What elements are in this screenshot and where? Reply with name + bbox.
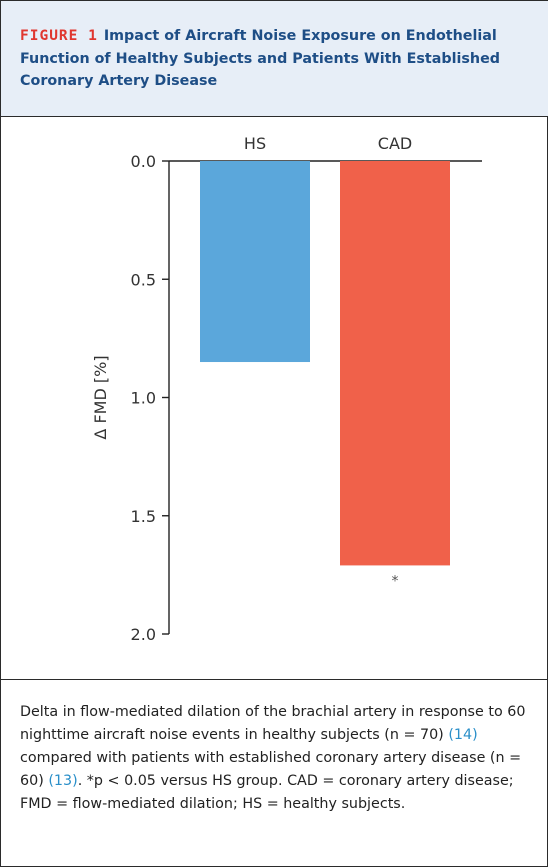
- category-label-hs: HS: [244, 134, 266, 153]
- bar-chart: 0.0 0.5 1.0 1.5 2.0 Δ FMD [%] HS CAD *: [91, 134, 482, 644]
- y-tick-label: 1.5: [131, 507, 156, 526]
- y-tick-label: 2.0: [131, 625, 156, 644]
- figure-title-block: FIGURE 1 Impact of Aircraft Noise Exposur…: [20, 25, 528, 93]
- y-tick-label: 1.0: [131, 389, 156, 408]
- chart-area: 0.0 0.5 1.0 1.5 2.0 Δ FMD [%] HS CAD *: [1, 117, 548, 680]
- bar-cad: [340, 161, 450, 566]
- caption-text-1: Delta in flow-mediated dilation of the b…: [20, 704, 526, 743]
- significance-marker: *: [392, 573, 399, 589]
- figure-header: FIGURE 1 Impact of Aircraft Noise Exposur…: [1, 1, 548, 117]
- figure-label: FIGURE 1: [20, 28, 98, 44]
- bar-hs: [200, 161, 310, 363]
- y-axis-label: Δ FMD [%]: [91, 355, 110, 439]
- y-tick-label: 0.5: [131, 270, 156, 289]
- caption-text-2: compared with patients with established …: [20, 750, 522, 789]
- figure-title: Impact of Aircraft Noise Exposure on End…: [20, 28, 501, 89]
- y-tick-label: 0.0: [131, 152, 156, 171]
- category-label-cad: CAD: [378, 134, 412, 153]
- citation-link-13[interactable]: (13): [48, 773, 78, 789]
- figure-caption: Delta in flow-mediated dilation of the b…: [1, 679, 548, 867]
- citation-link-14[interactable]: (14): [448, 727, 478, 743]
- caption-text-3: . *p < 0.05 versus HS group. CAD = coron…: [20, 773, 514, 812]
